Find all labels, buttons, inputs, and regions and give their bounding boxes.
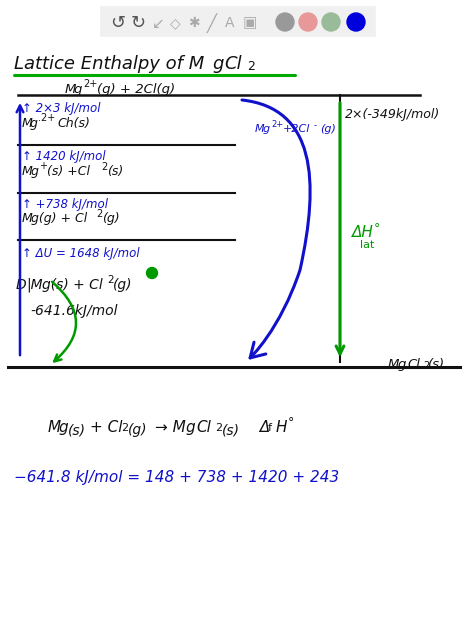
Text: g: g: [74, 83, 82, 96]
Text: g(s) + Cl: g(s) + Cl: [42, 278, 103, 292]
Text: 2: 2: [121, 423, 128, 433]
Text: Ch(s): Ch(s): [57, 117, 90, 130]
Text: 2×(-349kJ/mol): 2×(-349kJ/mol): [345, 108, 440, 121]
Text: (g): (g): [102, 212, 119, 225]
Text: + Cl: + Cl: [90, 420, 122, 435]
Text: +2Cl: +2Cl: [283, 124, 310, 134]
Text: (s): (s): [428, 358, 445, 371]
Text: −641.8 kJ/mol = 148 + 738 + 1420 + 243: −641.8 kJ/mol = 148 + 738 + 1420 + 243: [14, 470, 339, 485]
Text: g(g) + Cl: g(g) + Cl: [31, 212, 87, 225]
Text: A: A: [225, 16, 235, 30]
Text: g: g: [212, 55, 223, 73]
Text: .2+: .2+: [38, 113, 55, 123]
Text: g: g: [398, 358, 406, 371]
Circle shape: [322, 13, 340, 31]
Text: Cl: Cl: [224, 55, 242, 73]
Text: (s) +Cl: (s) +Cl: [47, 165, 90, 178]
Text: M: M: [22, 165, 33, 178]
Text: Cl: Cl: [407, 358, 420, 371]
Text: ↻: ↻: [130, 14, 146, 32]
Circle shape: [299, 13, 317, 31]
Text: M: M: [255, 124, 264, 134]
Text: M: M: [388, 358, 400, 371]
Text: lat: lat: [360, 240, 374, 250]
Text: +: +: [39, 161, 47, 171]
Text: (g): (g): [128, 423, 147, 437]
Text: 2: 2: [107, 275, 114, 285]
Text: g: g: [186, 420, 196, 435]
Text: 2+: 2+: [83, 79, 97, 89]
Text: ▣: ▣: [243, 16, 257, 31]
Text: -: -: [314, 121, 317, 130]
Text: 2: 2: [101, 162, 107, 172]
Text: °: °: [374, 222, 380, 235]
Text: g: g: [59, 420, 69, 435]
Text: 2+: 2+: [271, 120, 283, 129]
Text: -641.6kJ/mol: -641.6kJ/mol: [30, 304, 118, 318]
Text: Lattice Enthalpy of M: Lattice Enthalpy of M: [14, 55, 204, 73]
Text: 2: 2: [423, 361, 429, 371]
Text: (s): (s): [68, 423, 86, 437]
Circle shape: [146, 267, 157, 279]
Text: (g) + 2Cl(g): (g) + 2Cl(g): [97, 83, 175, 96]
Text: ◇: ◇: [170, 16, 180, 30]
Text: ↑ 2×3 kJ/mol: ↑ 2×3 kJ/mol: [22, 102, 100, 115]
Text: (g): (g): [113, 278, 133, 292]
Text: g: g: [30, 117, 38, 130]
Text: Cl: Cl: [196, 420, 211, 435]
Text: ↑ ΔU = 1648 kJ/mol: ↑ ΔU = 1648 kJ/mol: [22, 247, 140, 260]
Text: °: °: [288, 416, 294, 429]
Circle shape: [276, 13, 294, 31]
Text: ↙: ↙: [152, 16, 164, 31]
Text: → M: → M: [155, 420, 186, 435]
Text: ↑ +738 kJ/mol: ↑ +738 kJ/mol: [22, 198, 108, 211]
Text: M: M: [48, 420, 61, 435]
Text: 2: 2: [215, 423, 222, 433]
Text: ↑ 1420 kJ/mol: ↑ 1420 kJ/mol: [22, 150, 106, 163]
Circle shape: [347, 13, 365, 31]
Text: f: f: [268, 423, 272, 433]
Bar: [100, 6, 375, 36]
FancyArrowPatch shape: [242, 100, 310, 358]
Text: D: D: [16, 278, 27, 292]
Text: ✱: ✱: [188, 16, 200, 30]
Text: 2: 2: [247, 60, 255, 73]
Text: ΔH: ΔH: [352, 225, 374, 240]
Text: |M: |M: [26, 278, 43, 292]
Text: (g): (g): [320, 124, 336, 134]
Text: M: M: [22, 212, 33, 225]
Text: ╱: ╱: [207, 13, 217, 33]
Text: 2: 2: [96, 209, 102, 219]
Text: g: g: [263, 124, 270, 134]
Text: (s): (s): [222, 423, 240, 437]
Text: g: g: [31, 165, 39, 178]
Text: H: H: [276, 420, 288, 435]
Text: M: M: [22, 117, 33, 130]
Text: M: M: [65, 83, 76, 96]
Text: ↺: ↺: [110, 14, 126, 32]
Text: (s): (s): [107, 165, 123, 178]
Text: Δ: Δ: [250, 420, 270, 435]
